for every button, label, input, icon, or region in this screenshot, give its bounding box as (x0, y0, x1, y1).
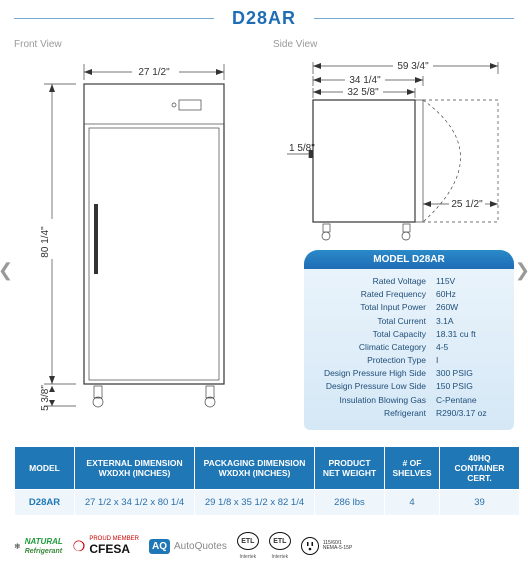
spec-value: 3.1A (436, 315, 504, 328)
side-door-swing: 25 1/2" (451, 199, 483, 210)
table-header: PACKAGING DIMENSION WXDXH (INCHES) (195, 446, 315, 490)
spec-value: R290/3.17 oz (436, 407, 504, 420)
front-height-dim: 80 1/4" (40, 226, 51, 258)
spec-row: Protection TypeI (314, 354, 504, 367)
carousel-prev[interactable]: ❮ (0, 260, 13, 281)
model-title: D28AR (214, 8, 314, 29)
spec-key: Rated Frequency (314, 288, 436, 301)
table-header: EXTERNAL DIMENSION WXDXH (INCHES) (75, 446, 195, 490)
aq-badge-icon: AQ (149, 539, 170, 554)
cfesa-seal-icon: ❍ (73, 538, 86, 555)
spec-row: Climatic Category4-5 (314, 341, 504, 354)
spec-value: 4-5 (436, 341, 504, 354)
front-view-col: Front View 27 1/2" 80 1/4" (14, 39, 255, 430)
spec-value: C-Pentane (436, 394, 504, 407)
table-header: MODEL (15, 446, 75, 490)
spec-key: Total Capacity (314, 328, 436, 341)
spec-key: Total Input Power (314, 301, 436, 314)
table-cell: 39 (440, 490, 520, 516)
front-width-dim: 27 1/2" (138, 67, 170, 78)
spec-key: Total Current (314, 315, 436, 328)
spec-panel: MODEL D28AR Rated Voltage115VRated Frequ… (304, 250, 514, 430)
spec-row: Rated Voltage115V (314, 275, 504, 288)
etl-listed-logo: ETL Intertek (237, 532, 259, 560)
plug-spec-logo: 115/60/1 NEMA-5-15P (301, 537, 352, 555)
side-inner-depth: 32 5/8" (347, 87, 379, 98)
spec-value: 60Hz (436, 288, 504, 301)
table-cell: 286 lbs (315, 490, 385, 516)
spec-value: 300 PSIG (436, 367, 504, 380)
title-rule-left (14, 18, 214, 19)
spec-key: Protection Type (314, 354, 436, 367)
spec-key: Climatic Category (314, 341, 436, 354)
side-handle-offset: 1 5/8" (289, 143, 315, 154)
spec-row: Design Pressure Low Side150 PSIG (314, 380, 504, 393)
spec-value: I (436, 354, 504, 367)
spec-value: 18.31 cu ft (436, 328, 504, 341)
logo-row: ❄ NATURAL Refrigerant ❍ PROUD MEMBER CFE… (14, 526, 514, 560)
carousel-next[interactable]: ❯ (515, 260, 528, 281)
table-header: 40HQ CONTAINER CERT. (440, 446, 520, 490)
spec-body: Rated Voltage115VRated Frequency60HzTota… (304, 269, 514, 430)
etl-mark-icon: ETL (237, 532, 259, 550)
side-view-label: Side View (273, 39, 514, 50)
spec-row: RefrigerantR290/3.17 oz (314, 407, 504, 420)
etl-sanitation-logo: ETL Intertek (269, 532, 291, 560)
spec-value: 260W (436, 301, 504, 314)
natural-refrigerant-logo: ❄ NATURAL Refrigerant (14, 537, 63, 555)
spec-row: Design Pressure High Side300 PSIG (314, 367, 504, 380)
table-header: # OF SHELVES (385, 446, 440, 490)
spec-key: Refrigerant (314, 407, 436, 420)
side-overall-depth: 59 3/4" (397, 61, 429, 72)
spec-key: Rated Voltage (314, 275, 436, 288)
dimension-table: MODELEXTERNAL DIMENSION WXDXH (INCHES)PA… (14, 446, 520, 517)
cfesa-logo: ❍ PROUD MEMBER CFESA (73, 536, 139, 556)
table-header: PRODUCT NET WEIGHT (315, 446, 385, 490)
table-cell: D28AR (15, 490, 75, 516)
table-row: MODELEXTERNAL DIMENSION WXDXH (INCHES)PA… (15, 446, 520, 490)
table-row: D28AR27 1/2 x 34 1/2 x 80 1/429 1/8 x 35… (15, 490, 520, 516)
plug-icon (301, 537, 319, 555)
snowflake-icon: ❄ (14, 542, 21, 551)
title-rule-right (314, 18, 514, 19)
table-cell: 29 1/8 x 35 1/2 x 82 1/4 (195, 490, 315, 516)
spec-row: Total Input Power260W (314, 301, 504, 314)
spec-key: Insulation Blowing Gas (314, 394, 436, 407)
spec-key: Design Pressure Low Side (314, 380, 436, 393)
spec-header: MODEL D28AR (304, 250, 514, 269)
side-view-drawing: 59 3/4" 34 1/4" 32 5/8" (273, 54, 513, 244)
front-view-drawing: 27 1/2" 80 1/4" 5 3/8" (14, 54, 244, 414)
side-body-depth: 34 1/4" (349, 75, 381, 86)
front-view-label: Front View (14, 39, 255, 50)
spec-row: Insulation Blowing GasC-Pentane (314, 394, 504, 407)
front-leg-dim: 5 3/8" (40, 385, 51, 411)
table-cell: 4 (385, 490, 440, 516)
spec-row: Total Current3.1A (314, 315, 504, 328)
spec-key: Design Pressure High Side (314, 367, 436, 380)
spec-value: 115V (436, 275, 504, 288)
autoquotes-logo: AQ AutoQuotes (149, 539, 227, 554)
table-cell: 27 1/2 x 34 1/2 x 80 1/4 (75, 490, 195, 516)
title-row: D28AR (14, 8, 514, 29)
spec-value: 150 PSIG (436, 380, 504, 393)
etl-mark-icon: ETL (269, 532, 291, 550)
spec-row: Total Capacity18.31 cu ft (314, 328, 504, 341)
side-view-col: Side View 59 3/4" 34 1/4" (273, 39, 514, 430)
spec-row: Rated Frequency60Hz (314, 288, 504, 301)
